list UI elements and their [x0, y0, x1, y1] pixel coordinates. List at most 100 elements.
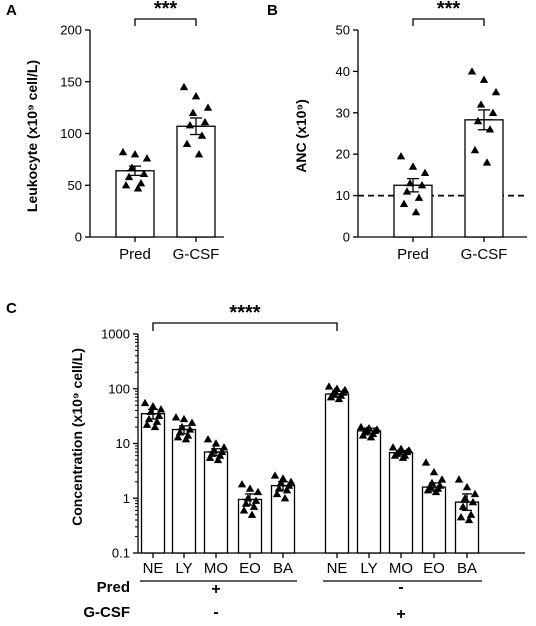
panel-c-data-point: [253, 487, 263, 496]
panel-b-data-point: [488, 108, 498, 116]
panel-c-data-point: [219, 443, 229, 451]
panel-c-data-point: [144, 414, 154, 423]
panel-c-data-point: [173, 433, 183, 441]
panel-c-data-point: [437, 475, 447, 483]
panel-c-group-sign: -: [213, 604, 218, 621]
panel-a-data-point: [118, 147, 128, 156]
panel-b-y-tick-label: 40: [336, 64, 350, 79]
panel-a-y-tick-label: 200: [60, 23, 82, 38]
panel-c-x-tick-label: NE: [143, 560, 164, 577]
panel-c-x-tick-label: MO: [389, 560, 413, 577]
panel-a-data-point: [136, 178, 146, 187]
panel-c-data-point: [388, 443, 398, 451]
panel-b-data-point: [473, 116, 483, 125]
panel-c-data-point: [464, 515, 474, 524]
panel-c-y-tick-label: 1000: [101, 327, 130, 342]
panel-b-data-point: [482, 158, 492, 166]
panel-a-data-point: [139, 169, 149, 178]
panel-c-data-point: [205, 453, 215, 461]
panel-b-y-tick-label: 50: [336, 23, 350, 38]
panel-c-bar: [421, 486, 447, 554]
panel-c-data-point: [203, 434, 213, 443]
panel-a-data-point: [142, 154, 152, 162]
panel-c-data-point: [187, 418, 197, 426]
panel-a-data-point: [121, 181, 131, 189]
panel-b-data-point: [405, 178, 415, 187]
panel-b-x-tick-label: G-CSF: [461, 246, 508, 263]
panel-c-x-tick-label: BA: [457, 560, 477, 577]
panel-c-data-point: [334, 394, 344, 403]
panel-a-bar: [115, 170, 155, 238]
panel-c-group-row-label: G-CSF: [83, 604, 130, 621]
panel-c-bar: [237, 498, 263, 554]
panel-b-y-tick-label: 20: [336, 147, 350, 162]
panel-b-y-title: ANC (x10⁹): [293, 99, 309, 173]
panel-a-data-point: [197, 131, 207, 139]
panel-c-data-point: [358, 431, 368, 439]
panel-a-y-title: Leukocyte (x10⁹ cell/L): [24, 60, 40, 212]
panel-c-data-point: [356, 422, 366, 431]
panel-c-y-tick-label: 1: [123, 491, 130, 506]
panel-c-data-point: [468, 497, 478, 506]
panel-a-x-tick-label: G-CSF: [173, 246, 220, 263]
panel-a-data-point: [182, 139, 192, 147]
panel-b-bar: [393, 184, 433, 238]
panel-a-data-point: [191, 92, 201, 100]
panel-b-y-tick-label: 10: [336, 188, 350, 203]
panel-c-group-sign: +: [211, 581, 220, 598]
panel-b-data-point: [402, 187, 412, 195]
panel-c-data-point: [150, 422, 160, 431]
panel-a-data-point: [179, 82, 189, 91]
panel-a-data-point: [188, 108, 198, 116]
panel-b-data-point: [485, 125, 495, 133]
panel-c-group-row-label: Pred: [97, 579, 130, 596]
panel-b-data-point: [414, 193, 424, 201]
panel-c-data-point: [421, 458, 431, 466]
panel-c-data-point: [171, 413, 181, 421]
panel-c-data-point: [326, 393, 336, 401]
panel-c-data-point: [324, 382, 334, 390]
panel-c-group-sign: -: [398, 579, 403, 596]
panel-c-bar: [171, 428, 197, 554]
panel-b-data-point: [411, 207, 421, 216]
panel-a-data-point: [203, 103, 213, 111]
panel-a-data-point: [124, 172, 134, 181]
panel-c-significance-bracket: [152, 322, 338, 331]
panel-c-data-point: [366, 433, 376, 441]
panel-b-y-tick-label: 30: [336, 105, 350, 120]
panel-a-y-tick-label: 50: [68, 178, 82, 193]
panel-c-data-point: [282, 486, 292, 494]
panel-c-data-point: [239, 506, 249, 514]
panel-c-data-point: [280, 494, 290, 502]
panel-c-data-point: [456, 513, 466, 521]
panel-b-chart: 0 10 20 30 40 50 Pred G-CSF ***: [336, 0, 527, 263]
panel-c-data-point: [181, 434, 191, 443]
panel-c-data-point: [423, 486, 433, 494]
panel-b-data-point: [470, 145, 480, 154]
panel-a-y-tick-label: 100: [60, 126, 82, 141]
panel-c-x-tick-label: NE: [327, 560, 348, 577]
panel-a-data-point: [130, 150, 140, 158]
panel-c-data-point: [429, 467, 439, 476]
panel-c-data-point: [458, 502, 468, 510]
panel-c-x-tick-label: EO: [423, 560, 445, 577]
panel-c-bar: [356, 430, 382, 554]
panel-b-data-point: [396, 152, 406, 160]
panel-b-data-point: [479, 75, 489, 83]
panel-b-significance-bracket: [412, 18, 485, 26]
panel-b-data-point: [491, 87, 501, 96]
panel-c-data-point: [156, 405, 166, 413]
panel-a-data-point: [194, 150, 204, 158]
panel-c-bar: [140, 413, 166, 554]
panel-c-x-tick-label: MO: [204, 560, 228, 577]
panel-b-x-tick-label: Pred: [397, 246, 429, 263]
panel-c-data-point: [140, 398, 150, 407]
panel-c-data-point: [243, 494, 253, 502]
panel-c-x-tick-label: BA: [273, 560, 293, 577]
panel-c-x-tick-label: LY: [175, 560, 192, 577]
panel-b-data-point: [420, 168, 430, 176]
panel-c-data-point: [270, 471, 280, 479]
panel-c-y-tick-label: 0.1: [112, 546, 130, 561]
panel-c-data-point: [245, 484, 255, 492]
panel-c-data-point: [460, 494, 470, 502]
